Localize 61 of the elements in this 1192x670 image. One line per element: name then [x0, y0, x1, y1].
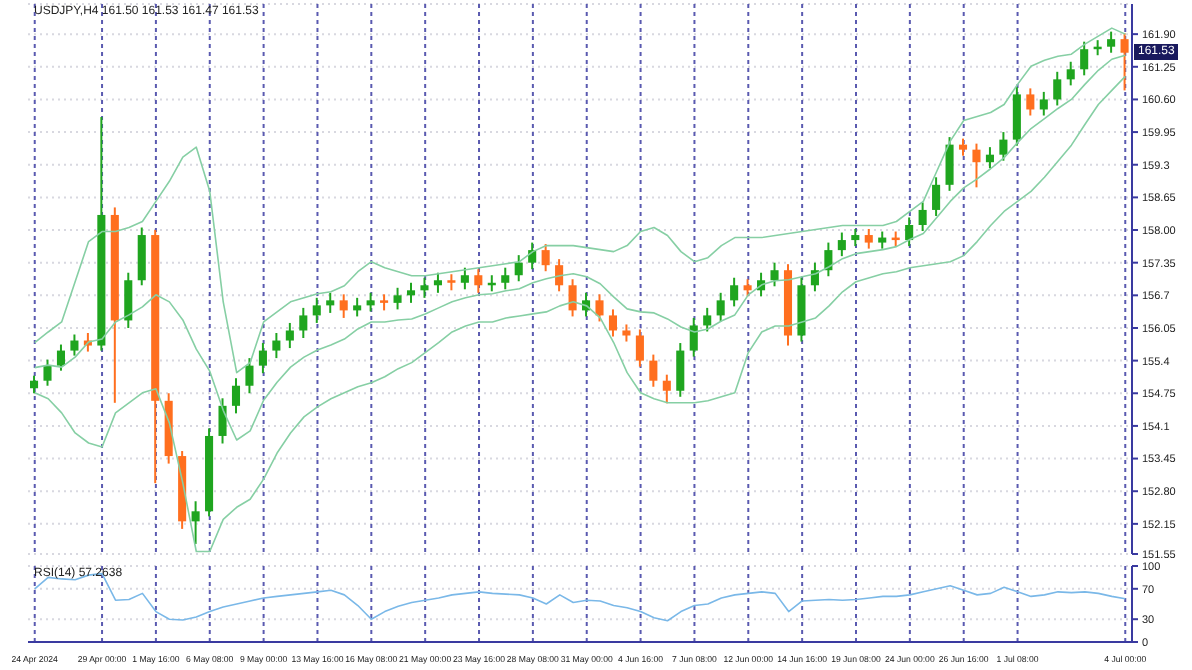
candlestick: [353, 296, 362, 318]
candlestick: [541, 243, 550, 273]
candlestick: [218, 397, 227, 445]
candlestick: [258, 342, 267, 375]
line-series: [33, 27, 1127, 374]
candlestick: [433, 271, 442, 294]
candlestick: [70, 333, 79, 357]
candlestick: [272, 332, 281, 360]
candlestick: [864, 228, 873, 250]
candlestick: [299, 306, 308, 340]
line-series: [33, 75, 1127, 553]
candlestick: [43, 358, 52, 387]
candlestick: [730, 276, 739, 308]
candlestick: [824, 241, 833, 278]
candlestick: [770, 261, 779, 288]
candlestick: [124, 271, 133, 329]
candlestick: [635, 328, 644, 368]
candlestick: [245, 357, 254, 395]
candlestick: [501, 266, 510, 291]
candlestick: [676, 342, 685, 398]
candlestick: [716, 291, 725, 323]
candlestick: [1107, 30, 1116, 54]
candlestick: [985, 146, 994, 170]
candlestick: [568, 278, 577, 318]
candlestick: [999, 131, 1008, 162]
candlestick: [1120, 32, 1129, 92]
candlestick: [595, 293, 604, 323]
candlestick: [420, 276, 429, 299]
candlestick: [555, 258, 564, 293]
candlestick: [1026, 87, 1035, 117]
candlestick: [1039, 90, 1048, 117]
candlestick: [406, 281, 416, 304]
candlestick: [1066, 60, 1075, 87]
candlestick: [393, 286, 402, 311]
candlestick: [932, 176, 941, 217]
candlestick: [972, 142, 981, 189]
candlestick: [1053, 70, 1062, 107]
candlestick: [460, 266, 469, 291]
candlestick: [1080, 40, 1089, 77]
candlestick: [231, 377, 241, 415]
candlestick: [312, 296, 321, 324]
candlestick: [326, 291, 335, 314]
candlestick: [474, 268, 483, 294]
candlestick: [703, 306, 712, 333]
candlestick: [918, 201, 927, 233]
candlestick: [191, 500, 200, 545]
candlestick: [339, 293, 348, 319]
candlestick: [137, 226, 146, 287]
line-series: [33, 54, 1127, 441]
candlestick: [285, 321, 294, 350]
candlestick: [608, 308, 617, 338]
candlestick: [366, 291, 375, 313]
candlestick: [56, 343, 65, 372]
candlestick: [689, 316, 698, 358]
candlestick: [1012, 85, 1021, 147]
candlestick: [837, 231, 846, 258]
candlestick: [662, 373, 671, 405]
candlestick: [905, 216, 914, 248]
candlestick: [945, 136, 954, 192]
candlestick: [649, 353, 658, 388]
candlestick: [514, 254, 523, 283]
